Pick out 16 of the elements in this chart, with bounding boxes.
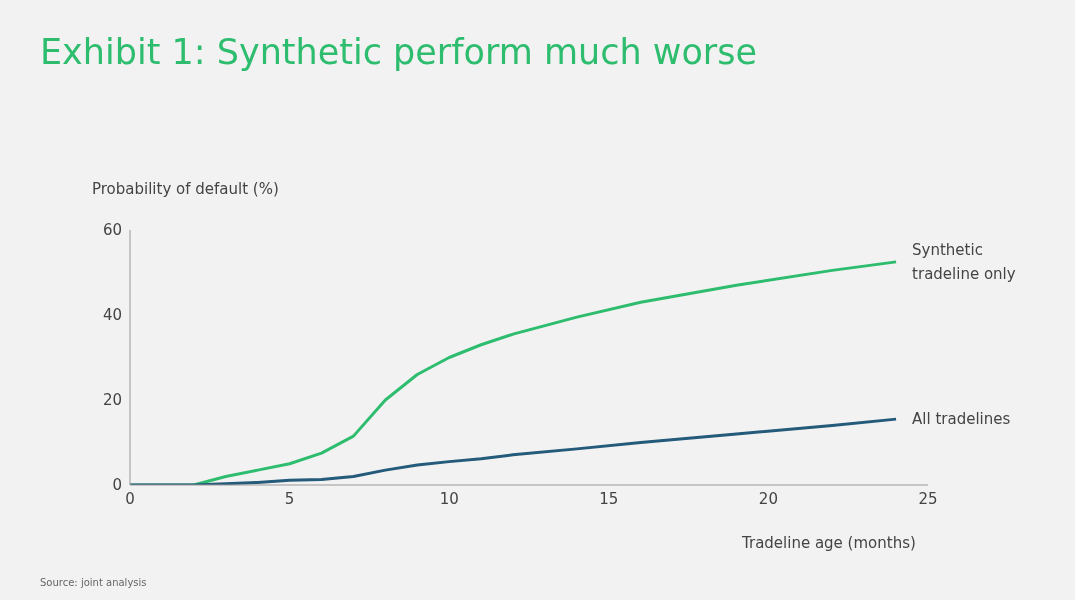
x-axis-title: Tradeline age (months) — [742, 534, 916, 552]
x-tick-label: 15 — [599, 489, 619, 508]
y-axis-title: Probability of default (%) — [92, 180, 279, 198]
source-note: Source: joint analysis — [40, 577, 147, 588]
x-tick-label: 5 — [284, 489, 295, 508]
x-tick-label: 0 — [125, 489, 135, 508]
x-tick-label: 25 — [918, 489, 938, 508]
x-tick-label: 10 — [439, 489, 459, 508]
y-tick-label: 0 — [112, 476, 122, 495]
chart-title: Exhibit 1: Synthetic perform much worse — [40, 32, 757, 72]
y-tick-label: 40 — [102, 306, 122, 325]
series-label: Synthetic tradeline only — [912, 240, 1016, 283]
y-tick-label: 60 — [102, 221, 122, 240]
series-label: All tradelines — [912, 410, 1011, 429]
y-tick-label: 20 — [102, 391, 122, 410]
x-tick-label: 20 — [758, 489, 778, 508]
